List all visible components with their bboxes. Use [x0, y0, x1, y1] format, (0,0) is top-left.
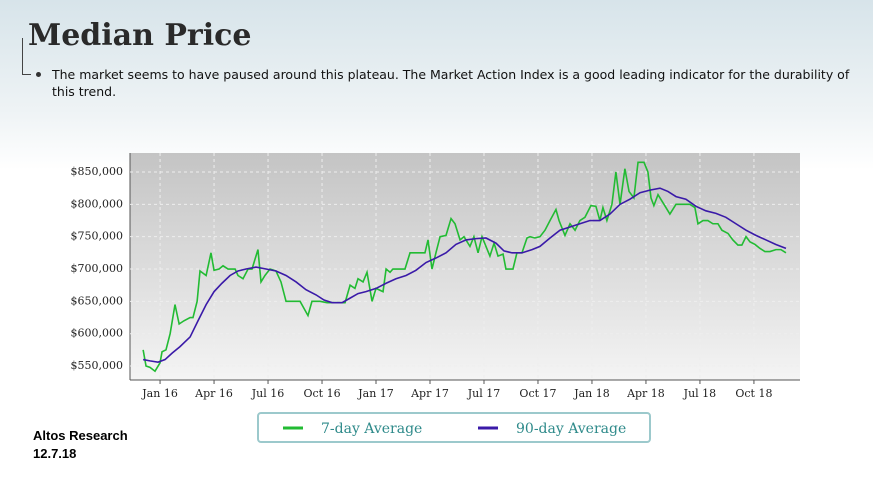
legend-label: 7-day Average — [321, 421, 422, 437]
title-bracket — [22, 38, 31, 75]
source: Altos Research — [33, 428, 128, 443]
x-tick-label: Oct 17 — [519, 387, 556, 400]
series-line — [142, 187, 787, 363]
x-tick-label: Apr 18 — [626, 387, 665, 400]
x-tick-label: Jan 17 — [357, 387, 394, 400]
x-tick-label: Jul 16 — [251, 387, 285, 400]
x-tick-label: Jul 18 — [683, 387, 717, 400]
y-tick-label: $750,000 — [71, 230, 124, 243]
legend-label: 90-day Average — [516, 421, 626, 437]
x-tick-label: Oct 18 — [735, 387, 772, 400]
title: Median Price — [28, 18, 252, 53]
y-tick-label: $700,000 — [71, 262, 124, 275]
y-tick-label: $800,000 — [71, 197, 124, 210]
y-tick-label: $850,000 — [71, 165, 124, 178]
x-tick-label: Apr 16 — [194, 387, 233, 400]
source-block: Altos Research 12.7.18 — [33, 427, 128, 463]
y-tick-label: $550,000 — [71, 359, 124, 372]
bullet — [36, 72, 41, 77]
x-tick-label: Jan 18 — [573, 387, 610, 400]
x-tick-label: Oct 16 — [303, 387, 340, 400]
x-tick-label: Apr 17 — [410, 387, 449, 400]
legend — [257, 412, 651, 443]
x-tick-label: Jul 17 — [467, 387, 501, 400]
plot-area — [130, 153, 800, 380]
y-tick-label: $650,000 — [71, 294, 124, 307]
subtitle: The market seems to have paused around t… — [52, 67, 850, 99]
x-tick-label: Jan 16 — [141, 387, 178, 400]
date: 12.7.18 — [33, 446, 77, 461]
y-tick-label: $600,000 — [71, 327, 124, 340]
